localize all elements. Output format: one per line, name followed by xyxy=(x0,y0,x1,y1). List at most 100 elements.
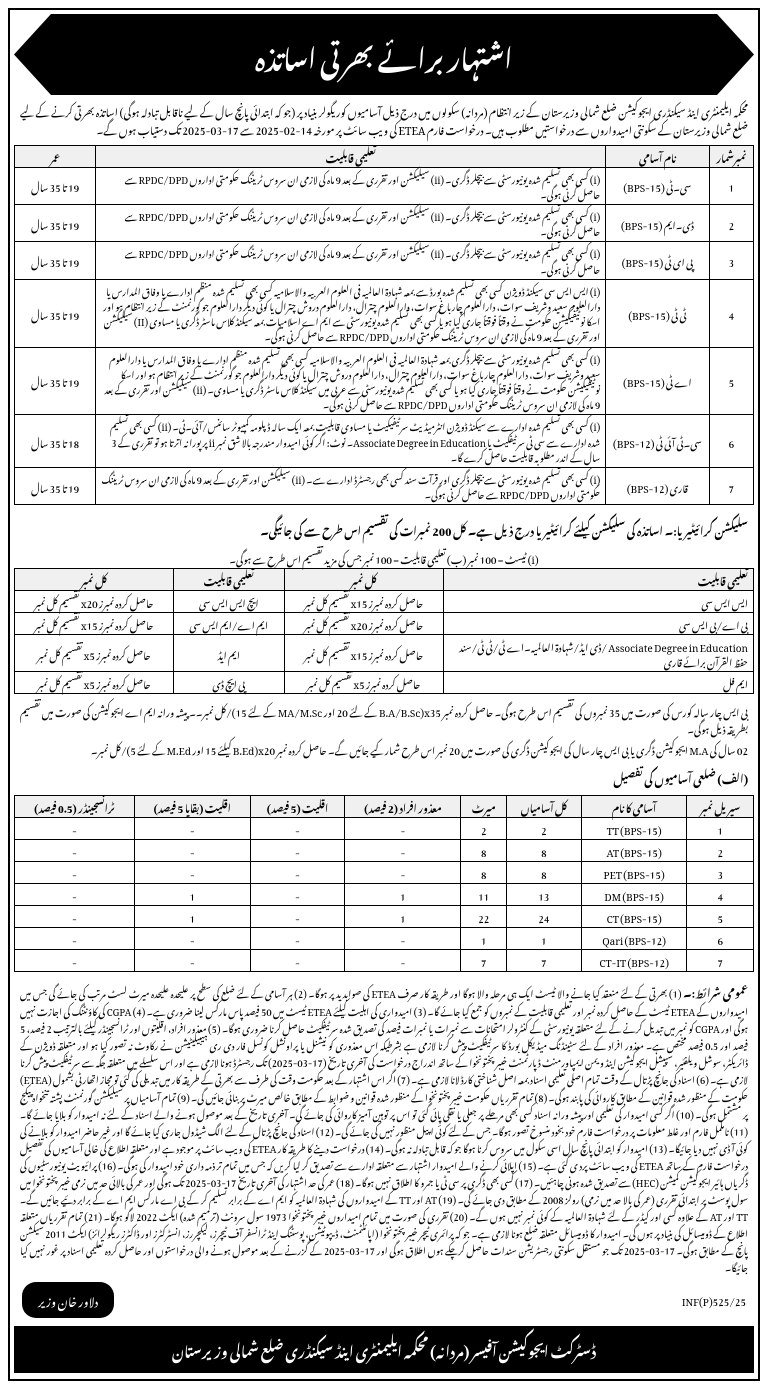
m1-cell: حاصل کردہ نمبرز x15 تقسیم کل نمبر xyxy=(284,591,443,613)
intro-paragraph: محکمہ ایلیمنٹری اینڈ سیکنڈری ایجوکیشن ضل… xyxy=(14,101,754,145)
age-cell: 19 تا 35 سال xyxy=(15,167,96,204)
dth-2: آسامی کا نام xyxy=(581,796,687,818)
th-post: نام آسامی xyxy=(606,145,709,167)
table-row: 5 xyxy=(709,347,753,415)
q1-cell: بی اے/بی ایس سی xyxy=(443,613,753,635)
m1-cell: حاصل کردہ نمبرز x20 تقسیم کل نمبر xyxy=(284,613,443,635)
table-row: 7 xyxy=(709,467,753,504)
d-cell: 5 xyxy=(687,906,754,928)
d-cell: - xyxy=(135,928,251,950)
q2-cell: ایم ایڈ xyxy=(173,635,284,672)
dth-6: اقلیت (5 فیصد) xyxy=(250,796,345,818)
d-cell: 22 xyxy=(461,906,507,928)
d-cell: 24 xyxy=(507,906,582,928)
d-cell: - xyxy=(135,840,251,862)
d-cell: 6 xyxy=(687,928,754,950)
d-cell: 7 xyxy=(461,950,507,972)
d-cell: 1 xyxy=(345,906,461,928)
criteria-sub: (i) ٹیسٹ = 100 نمبر (ب) تعلیمی قابلیت = … xyxy=(14,547,754,568)
post-cell: اے ٹی (BPS-15) xyxy=(606,347,709,415)
d-cell: - xyxy=(250,884,345,906)
q2-cell: پی ایچ ڈی xyxy=(173,672,284,694)
th-q1: تعلیمی قابلیت xyxy=(443,569,753,591)
d-cell: 1 xyxy=(345,884,461,906)
district-table: سیریل نمبر آسامی کا نام کل آسامیاں میرٹ … xyxy=(14,795,754,972)
post-cell: ڈی۔ایم (BPS-15) xyxy=(606,205,709,242)
dth-7: اقلیت (بقایا 5 فیصد) xyxy=(135,796,251,818)
table-row: 6 xyxy=(709,415,753,468)
qual-cell: (i) کسی بھی تسلیم شدہ یونیورسٹی سے بیچلر… xyxy=(96,205,606,242)
q2-cell: ایم اے/ایم ایس سی xyxy=(173,613,284,635)
d-cell: - xyxy=(250,840,345,862)
d-cell: - xyxy=(135,950,251,972)
table-row: 3 xyxy=(709,242,753,279)
inf-code: INF(P)525/25 xyxy=(682,1287,746,1312)
table-row: 2 xyxy=(709,205,753,242)
d-cell: 2 xyxy=(687,840,754,862)
d-cell: 1 xyxy=(461,928,507,950)
q1-cell: ایم فل xyxy=(443,672,753,694)
q1-cell: ایس ایس سی xyxy=(443,591,753,613)
d-cell: CT (BPS-15) xyxy=(581,906,687,928)
d-cell: - xyxy=(15,906,135,928)
dth-4: میرٹ xyxy=(461,796,507,818)
d-cell: - xyxy=(250,862,345,884)
age-cell: 18 تا 35 سال xyxy=(15,415,96,468)
d-cell: - xyxy=(345,928,461,950)
post-cell: سی۔ٹی آئی ٹی (BPS-12) xyxy=(606,415,709,468)
d-cell: - xyxy=(345,862,461,884)
d-cell: - xyxy=(135,818,251,840)
age-cell: 19 تا 35 سال xyxy=(15,205,96,242)
q1-cell: Associate Degree in Education /ڈی ایڈ/شہ… xyxy=(443,635,753,672)
table-row: 1 xyxy=(709,167,753,204)
d-cell: - xyxy=(15,884,135,906)
d-cell: - xyxy=(250,818,345,840)
m2-cell: حاصل کردہ نمبرز x5 تقسیم کل نمبر xyxy=(15,672,174,694)
d-cell: 4 xyxy=(687,884,754,906)
d-cell: - xyxy=(250,950,345,972)
d-cell: 1 xyxy=(135,906,251,928)
qual-cell: (i) کسی بھی تسلیم شدہ یونیورسٹی سے بیچلر… xyxy=(96,347,606,415)
d-cell: TT (BPS-15) xyxy=(581,818,687,840)
d-cell: 7 xyxy=(687,950,754,972)
terms-body: (1) بھرتی کے لئے منعقد کیا جانے والا ٹیس… xyxy=(20,980,748,1278)
district-title: (الف) ضلعی آسامیوں کی تفصیل xyxy=(14,759,754,795)
d-cell: 13 xyxy=(507,884,582,906)
posts-table: نمبرشمار نام آسامی تعلیمی قابلیت عمر 1 س… xyxy=(14,145,754,506)
d-cell: CT-IT (BPS-12) xyxy=(581,950,687,972)
footer-banner: ڈسٹرکٹ ایجوکیشن آفیسر (مردانہ) محکمہ ایل… xyxy=(14,1326,754,1373)
age-cell: 19 تا 35 سال xyxy=(15,242,96,279)
age-cell: 19 تا 35 سال xyxy=(15,347,96,415)
d-cell: 1 xyxy=(135,884,251,906)
d-cell: - xyxy=(15,950,135,972)
page-title: اشتہار برائے بھرتی اساتذہ xyxy=(18,22,750,87)
m1-cell: حاصل کردہ نمبرز x5 تقسیم کل نمبر xyxy=(284,672,443,694)
qual-cell: (i) کسی بھی تسلیم شدہ یونیورسٹی سے بیچلر… xyxy=(96,167,606,204)
dth-5: معذور افراد (2 فیصد) xyxy=(345,796,461,818)
signature-name: دلاور خان وزیر xyxy=(22,1282,114,1318)
d-cell: - xyxy=(15,928,135,950)
th-qual: تعلیمی قابلیت xyxy=(96,145,606,167)
d-cell: 7 xyxy=(507,950,582,972)
th-age: عمر xyxy=(15,145,96,167)
qual-cell: (i) کسی بھی تسلیم شدہ ادارے سے سیکنڈ ڈوی… xyxy=(96,415,606,468)
q2-cell: ایچ ایس ایس سی xyxy=(173,591,284,613)
d-cell: - xyxy=(345,818,461,840)
m2-cell: حاصل کردہ نمبرز x20 تقسیم کل نمبر xyxy=(15,591,174,613)
d-cell: 8 xyxy=(461,840,507,862)
table-row: 4 xyxy=(709,279,753,347)
post-cell: قاری (BPS-12) xyxy=(606,467,709,504)
post-cell: ٹی ٹی (BPS-15) xyxy=(606,279,709,347)
criteria-title: سلیکشن کرائیٹیریا:۔ اساتذہ کی سلیکشن کیل… xyxy=(14,511,754,547)
qual-cell: (i) کسی بھی تسلیم شدہ یونیورسٹی سے بیچلر… xyxy=(96,242,606,279)
age-cell: 19 تا 35 سال xyxy=(15,279,96,347)
d-cell: Qari (BPS-12) xyxy=(581,928,687,950)
qual-cell: (i) کسی بھی تسلیم شدہ یونیورسٹی سے بیچلر… xyxy=(96,467,606,504)
th-q2: تعلیمی قابلیت xyxy=(173,569,284,591)
d-cell: 8 xyxy=(461,862,507,884)
m2-cell: حاصل کردہ نمبرز x15 تقسیم کل نمبر xyxy=(15,613,174,635)
m2-cell: حاصل کردہ نمبرز x5 تقسیم کل نمبر xyxy=(15,635,174,672)
d-cell: - xyxy=(345,840,461,862)
th-m2: کل نمبر xyxy=(15,569,174,591)
dth-1: سیریل نمبر xyxy=(687,796,754,818)
